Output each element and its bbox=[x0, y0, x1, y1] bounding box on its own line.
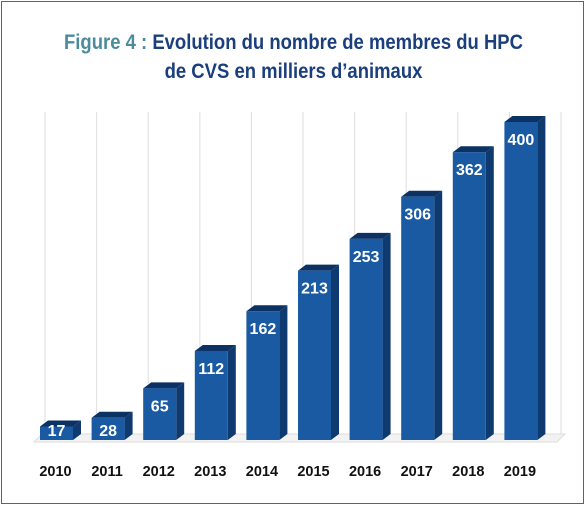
x-tick-2013: 2013 bbox=[194, 464, 226, 480]
bar-2017 bbox=[401, 190, 443, 440]
bar-front bbox=[91, 417, 125, 440]
title-line-2: de CVS en milliers d’animaux bbox=[164, 60, 423, 83]
data-label-2013: 112 bbox=[198, 361, 224, 378]
bar-side bbox=[434, 190, 443, 440]
data-label-2018: 362 bbox=[456, 162, 483, 179]
bar-2011 bbox=[91, 411, 133, 440]
chart-title: Figure 4 : Evolution du nombre de membre… bbox=[35, 28, 552, 86]
bar-front bbox=[143, 388, 177, 440]
data-labels: 17 28 65 112 162 213 253 306 362 400 bbox=[48, 132, 535, 440]
bar-front bbox=[401, 196, 435, 440]
bar-front bbox=[298, 270, 331, 440]
bar-side bbox=[331, 264, 339, 440]
x-axis-ticks: 2010 2011 2012 2013 2014 2015 2016 2017 2018 2019 bbox=[39, 464, 536, 480]
title-line-1: Evolution du nombre de membres du HPC bbox=[152, 31, 523, 54]
bar-2012 bbox=[143, 382, 185, 440]
data-label-2012: 65 bbox=[151, 398, 169, 415]
bar-top bbox=[143, 382, 185, 389]
bar-2013 bbox=[194, 344, 236, 440]
bar-2018 bbox=[452, 146, 494, 440]
bar-side bbox=[176, 382, 185, 440]
bar-top bbox=[504, 116, 546, 122]
bar-front bbox=[246, 311, 280, 440]
x-tick-2017: 2017 bbox=[401, 464, 433, 480]
bar-side bbox=[485, 146, 494, 440]
bar-front bbox=[40, 426, 73, 440]
data-label-2017: 306 bbox=[404, 207, 431, 224]
x-tick-2014: 2014 bbox=[246, 464, 278, 480]
bar-front bbox=[349, 238, 383, 440]
bar-top bbox=[401, 190, 443, 197]
x-tick-2010: 2010 bbox=[39, 464, 71, 480]
bar-2010 bbox=[40, 420, 81, 440]
bars bbox=[40, 116, 546, 440]
bar-2016 bbox=[349, 232, 391, 440]
x-tick-2018: 2018 bbox=[452, 464, 484, 480]
bar-side bbox=[227, 344, 236, 440]
bar-side bbox=[382, 232, 391, 440]
bar-top bbox=[40, 420, 81, 427]
bar-2015 bbox=[298, 264, 339, 440]
figure-number: Figure 4 : bbox=[63, 31, 148, 54]
bar-side bbox=[537, 116, 546, 440]
bar-2014 bbox=[246, 305, 288, 440]
bar-top bbox=[298, 264, 339, 271]
x-tick-2011: 2011 bbox=[91, 464, 122, 480]
bar-side bbox=[279, 305, 288, 440]
bar-front bbox=[194, 350, 228, 440]
bar-side bbox=[73, 420, 81, 440]
data-label-2011: 28 bbox=[99, 423, 117, 440]
bar-top bbox=[91, 411, 133, 418]
data-label-2014: 162 bbox=[250, 321, 277, 338]
bar-side bbox=[124, 411, 133, 440]
x-tick-2012: 2012 bbox=[143, 464, 175, 480]
bar-top bbox=[452, 146, 494, 153]
bar-front bbox=[504, 122, 538, 440]
data-label-2019: 400 bbox=[508, 132, 535, 149]
bar-top bbox=[246, 305, 288, 312]
bar-front bbox=[452, 152, 486, 440]
data-label-2010: 17 bbox=[48, 423, 66, 440]
x-tick-2015: 2015 bbox=[297, 464, 329, 480]
x-tick-2016: 2016 bbox=[349, 464, 381, 480]
data-label-2016: 253 bbox=[353, 249, 380, 266]
x-tick-2019: 2019 bbox=[504, 464, 536, 480]
data-label-2015: 213 bbox=[301, 281, 328, 298]
bar-top bbox=[194, 344, 236, 351]
bar-top bbox=[349, 232, 391, 239]
bar-2019 bbox=[504, 116, 546, 440]
